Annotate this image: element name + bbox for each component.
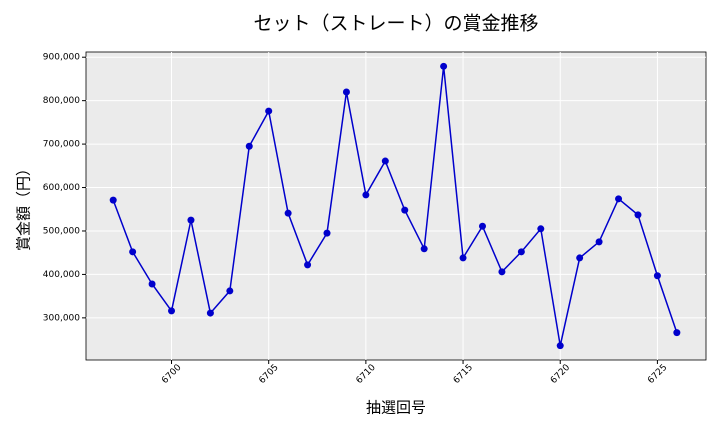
x-tick-label: 6725 bbox=[646, 363, 669, 386]
data-point bbox=[653, 272, 661, 280]
data-point bbox=[362, 191, 370, 199]
x-tick-label: 6710 bbox=[355, 363, 378, 386]
x-axis-label: 抽選回号 bbox=[366, 399, 426, 417]
data-point bbox=[498, 268, 506, 276]
x-tick-label: 6705 bbox=[257, 363, 280, 386]
data-point bbox=[168, 307, 176, 315]
data-point bbox=[304, 261, 312, 269]
data-point bbox=[265, 107, 273, 115]
y-tick-label: 600,000 bbox=[43, 183, 80, 193]
data-point bbox=[420, 245, 428, 253]
data-point bbox=[537, 225, 545, 233]
data-point bbox=[556, 342, 564, 350]
data-point bbox=[673, 329, 681, 337]
y-tick-label: 400,000 bbox=[43, 270, 80, 280]
data-point bbox=[129, 248, 137, 256]
data-point bbox=[187, 216, 195, 224]
y-tick-label: 300,000 bbox=[43, 313, 80, 323]
data-point bbox=[576, 254, 584, 262]
data-point bbox=[284, 209, 292, 217]
y-tick-label: 700,000 bbox=[43, 140, 80, 150]
data-point bbox=[245, 142, 253, 150]
data-point bbox=[148, 280, 156, 288]
x-tick-label: 6720 bbox=[549, 363, 572, 386]
data-point bbox=[226, 287, 234, 295]
data-point bbox=[206, 309, 214, 317]
y-axis-label: 賞金額（円） bbox=[15, 161, 33, 251]
data-point bbox=[109, 196, 117, 204]
data-point bbox=[342, 88, 350, 96]
data-point bbox=[459, 254, 467, 262]
plot-area bbox=[85, 51, 707, 361]
x-tick-label: 6715 bbox=[452, 363, 475, 386]
y-tick-label: 900,000 bbox=[43, 53, 80, 63]
data-line bbox=[112, 66, 678, 346]
y-tick-label: 800,000 bbox=[43, 96, 80, 106]
data-point bbox=[478, 222, 486, 230]
data-point bbox=[440, 62, 448, 70]
data-point bbox=[615, 195, 623, 203]
data-point bbox=[595, 238, 603, 246]
y-tick-label: 500,000 bbox=[43, 226, 80, 236]
data-point bbox=[323, 229, 331, 237]
data-point bbox=[517, 248, 525, 256]
data-point bbox=[401, 206, 409, 214]
data-point bbox=[381, 157, 389, 165]
data-point bbox=[634, 211, 642, 219]
x-tick-label: 6700 bbox=[160, 363, 183, 386]
chart-title: セット（ストレート）の賞金推移 bbox=[253, 13, 538, 35]
